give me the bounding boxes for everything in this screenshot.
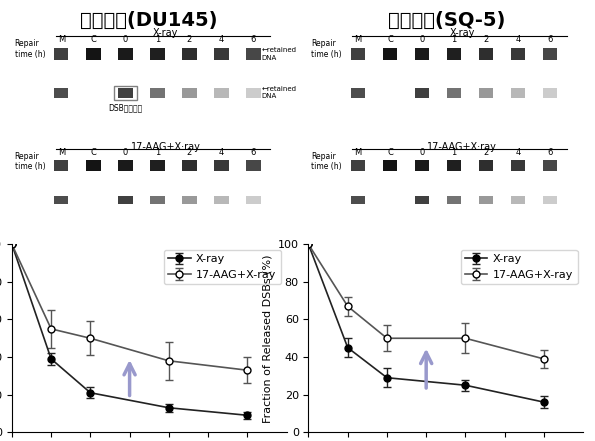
Bar [351, 195, 365, 205]
Bar [118, 48, 133, 60]
Text: 1: 1 [452, 148, 456, 157]
Text: C: C [90, 148, 96, 157]
Text: DSB初期損傷: DSB初期損傷 [108, 104, 143, 112]
Text: 17-AAG+X·ray: 17-AAG+X·ray [427, 142, 497, 152]
Bar [86, 160, 101, 171]
Text: 2: 2 [187, 35, 192, 45]
Text: 4: 4 [515, 148, 521, 157]
Bar [415, 48, 429, 60]
Bar [511, 160, 525, 171]
Text: 0: 0 [123, 148, 128, 157]
Bar [447, 88, 461, 97]
Bar [479, 160, 493, 171]
Text: 4: 4 [515, 35, 521, 45]
Y-axis label: Fraction of Released DSBs (%): Fraction of Released DSBs (%) [262, 254, 272, 422]
Bar [151, 160, 165, 171]
Legend: X-ray, 17-AAG+X-ray: X-ray, 17-AAG+X-ray [461, 250, 578, 284]
Bar [86, 48, 101, 60]
Bar [479, 88, 493, 97]
Text: 0: 0 [123, 35, 128, 45]
Bar [511, 48, 525, 60]
Bar [383, 48, 397, 60]
Bar [114, 86, 137, 100]
Text: がん細胞(DU145): がん細胞(DU145) [80, 11, 218, 30]
Bar [543, 48, 558, 60]
Bar [415, 160, 429, 171]
Bar [479, 195, 493, 205]
Text: C: C [387, 148, 393, 157]
Bar [54, 48, 68, 60]
Text: M: M [58, 148, 65, 157]
Text: 6: 6 [547, 148, 553, 157]
Bar [182, 48, 196, 60]
Text: 1: 1 [155, 148, 160, 157]
Bar [543, 160, 558, 171]
Bar [214, 195, 228, 205]
Text: M: M [354, 35, 362, 45]
Text: 2: 2 [484, 148, 488, 157]
Bar [214, 160, 228, 171]
Bar [447, 160, 461, 171]
Text: Repair
time (h): Repair time (h) [15, 39, 45, 59]
Text: 0: 0 [419, 148, 425, 157]
Bar [351, 48, 365, 60]
Text: Repair
time (h): Repair time (h) [311, 152, 342, 171]
Bar [118, 88, 133, 97]
Bar [182, 160, 196, 171]
Text: 0: 0 [419, 35, 425, 45]
Text: Repair
time (h): Repair time (h) [15, 152, 45, 171]
Text: 6: 6 [251, 148, 256, 157]
Text: 17-AAG+X·ray: 17-AAG+X·ray [131, 142, 201, 152]
Text: 4: 4 [219, 148, 224, 157]
Text: C: C [90, 35, 96, 45]
Bar [246, 88, 261, 97]
Bar [214, 48, 228, 60]
Text: 4: 4 [219, 35, 224, 45]
Bar [479, 48, 493, 60]
Bar [511, 88, 525, 97]
Text: 2: 2 [484, 35, 488, 45]
Bar [54, 88, 68, 97]
Bar [214, 88, 228, 97]
Bar [511, 195, 525, 205]
Bar [151, 48, 165, 60]
Bar [118, 195, 133, 205]
Bar [415, 88, 429, 97]
Bar [246, 48, 261, 60]
Bar [182, 195, 196, 205]
Text: X-ray: X-ray [153, 28, 178, 38]
Text: 6: 6 [251, 35, 256, 45]
Bar [151, 88, 165, 97]
Text: 1: 1 [452, 35, 456, 45]
Bar [383, 160, 397, 171]
Text: C: C [387, 35, 393, 45]
Bar [118, 160, 133, 171]
Bar [54, 160, 68, 171]
Bar [182, 88, 196, 97]
Text: ←retained
DNA: ←retained DNA [262, 86, 297, 100]
Bar [151, 195, 165, 205]
Bar [543, 88, 558, 97]
Bar [246, 195, 261, 205]
Text: 1: 1 [155, 35, 160, 45]
Text: X-ray: X-ray [450, 28, 475, 38]
Text: M: M [58, 35, 65, 45]
Bar [447, 195, 461, 205]
Bar [351, 88, 365, 97]
Text: 6: 6 [547, 35, 553, 45]
Text: ←retained
DNA: ←retained DNA [262, 47, 297, 61]
Bar [543, 195, 558, 205]
Text: M: M [354, 148, 362, 157]
Text: Repair
time (h): Repair time (h) [311, 39, 342, 59]
Bar [246, 160, 261, 171]
Text: がん細胞(SQ-5): がん細胞(SQ-5) [387, 11, 505, 30]
Text: 2: 2 [187, 148, 192, 157]
Bar [415, 195, 429, 205]
Legend: X-ray, 17-AAG+X-ray: X-ray, 17-AAG+X-ray [164, 250, 281, 284]
Bar [447, 48, 461, 60]
Bar [351, 160, 365, 171]
Bar [54, 195, 68, 205]
